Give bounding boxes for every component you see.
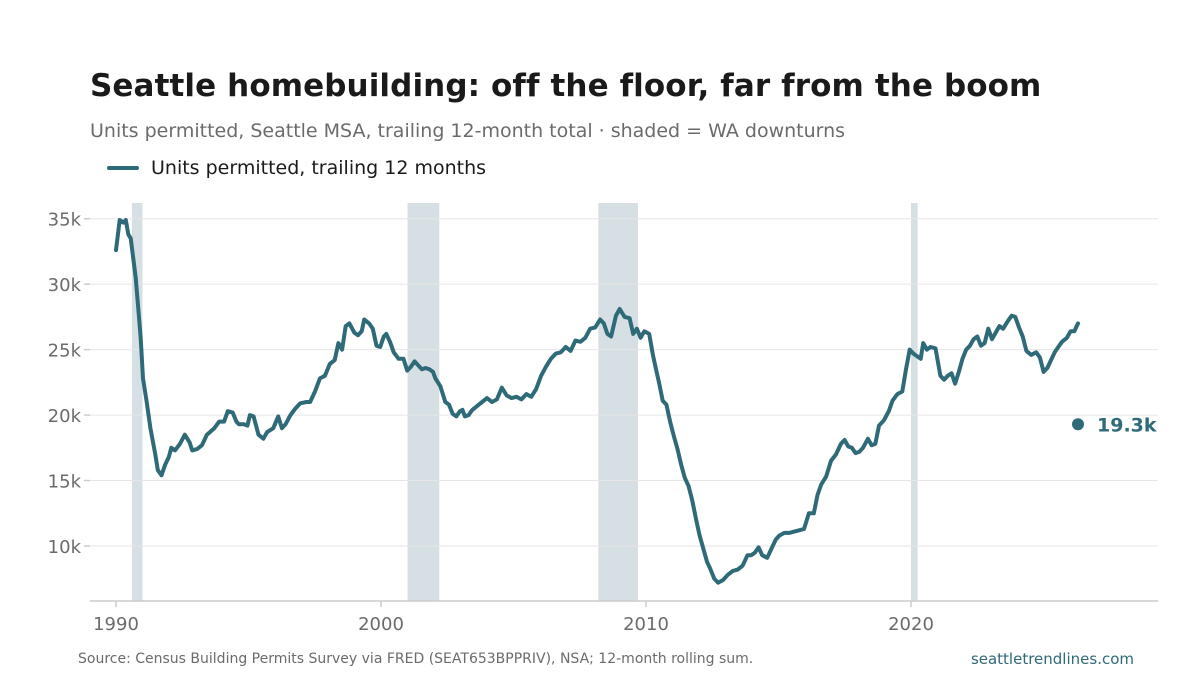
y-tick-label-5: 35k [48,210,82,231]
shaded-periods [131,203,918,601]
tick-labels: 1990 2000 2010 2020 10k 15k 20k 25k 30k 35k [48,210,934,635]
y-tick-label-4: 30k [48,275,82,296]
x-tick-label-2: 2010 [623,614,669,635]
shaded-period-0 [131,203,143,601]
x-tick-label-3: 2020 [888,614,934,635]
shaded-period-2 [598,203,639,601]
source-note: Source: Census Building Permits Survey v… [78,651,754,667]
series-line [114,218,1080,585]
site-link[interactable]: seattletrendlines.com [970,650,1134,668]
chart-title: Seattle homebuilding: off the floor, far… [90,68,1042,104]
y-tick-label-0: 10k [48,537,82,558]
series-group: 19.3k [114,218,1157,585]
y-tick-label-1: 15k [48,472,82,493]
chart-subtitle: Units permitted, Seattle MSA, trailing 1… [90,120,846,142]
end-value-label: 19.3k [1097,414,1157,436]
shaded-period-1 [407,203,440,601]
x-tick-label-0: 1990 [93,614,139,635]
x-tick-label-1: 2000 [358,614,404,635]
shaded-period-3 [911,203,918,601]
end-point-marker [1072,418,1084,431]
y-tick-label-2: 20k [48,406,82,427]
legend: Units permitted, trailing 12 months [107,157,486,179]
y-tick-label-3: 25k [48,341,82,362]
legend-label: Units permitted, trailing 12 months [151,157,487,179]
grid-lines [90,218,1158,547]
legend-line-swatch [107,166,139,170]
axes [84,217,1158,607]
